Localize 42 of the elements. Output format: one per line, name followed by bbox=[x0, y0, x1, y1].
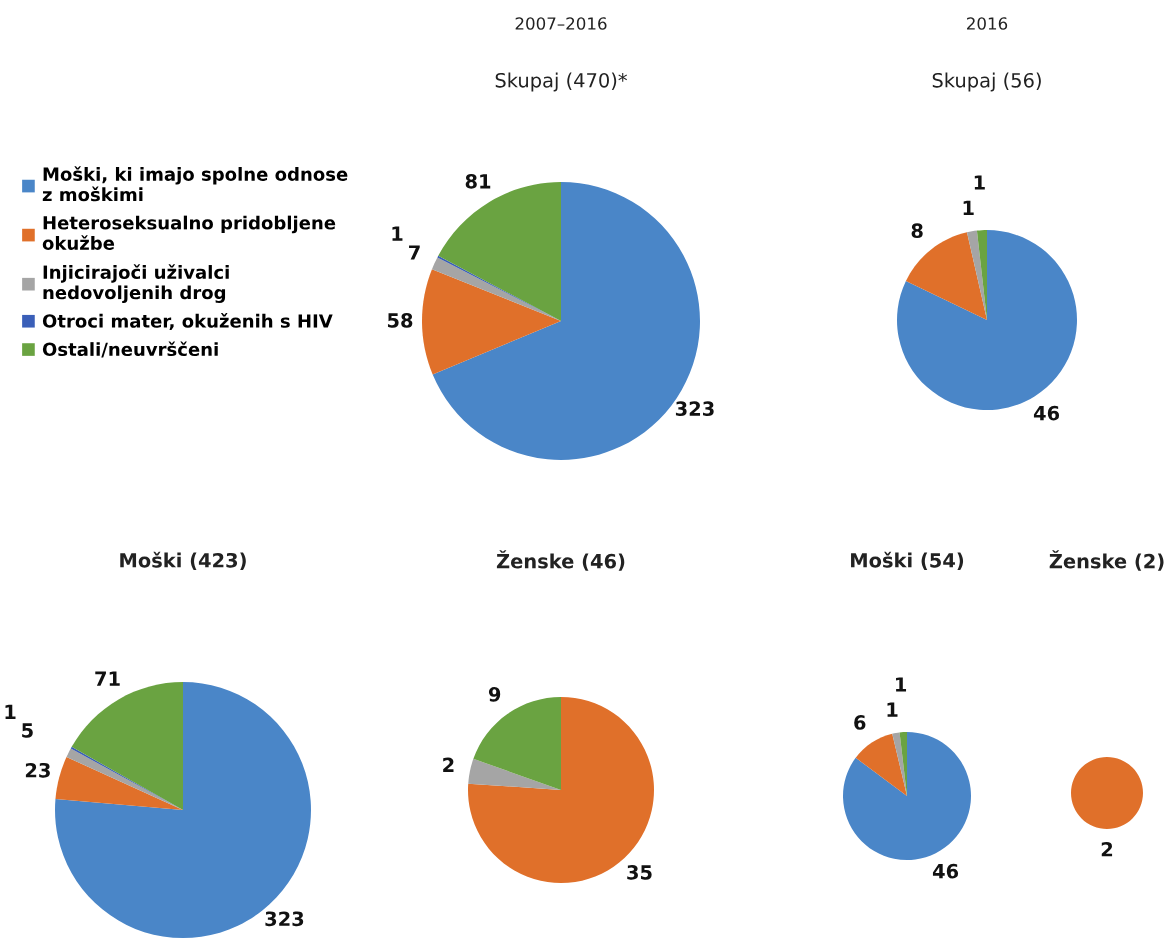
legend-label: Injicirajoči uživalci nedovoljenih drog bbox=[43, 264, 229, 303]
pie-slice bbox=[468, 758, 561, 790]
legend-label: Heteroseksualno pridobljene okužbe bbox=[42, 215, 336, 250]
data-label: 1 bbox=[5, 704, 16, 719]
chart-title: Skupaj (56) bbox=[932, 72, 1041, 92]
data-label: 323 bbox=[265, 911, 304, 927]
chart-title: Moški (423) bbox=[120, 551, 246, 570]
data-label: 46 bbox=[932, 863, 959, 879]
legend-label: Otroci mater, okuženih s HIV bbox=[42, 313, 333, 331]
data-label: 46 bbox=[1033, 405, 1060, 421]
pie-slice bbox=[966, 230, 987, 320]
data-label: 71 bbox=[95, 671, 120, 686]
chart-title: Ženske (2) bbox=[1049, 550, 1164, 571]
chart-title: Moški (54) bbox=[851, 551, 964, 570]
pie-slice bbox=[55, 756, 183, 810]
data-label: 81 bbox=[465, 173, 491, 189]
data-label: 1 bbox=[963, 200, 974, 215]
pie-slice bbox=[855, 733, 907, 796]
chart-title: Ženske (46) bbox=[496, 550, 625, 571]
pie-slice bbox=[843, 732, 971, 860]
data-label: 8 bbox=[911, 223, 923, 239]
legend-label: Moški, ki imajo spolne odnose z moškimi bbox=[42, 166, 348, 202]
chart-subtitle: 2016 bbox=[967, 17, 1008, 30]
pie-slice bbox=[892, 732, 907, 796]
data-label: 323 bbox=[675, 401, 714, 416]
data-label: 1 bbox=[896, 677, 907, 692]
data-label: 7 bbox=[409, 245, 420, 260]
data-label: 5 bbox=[22, 723, 33, 738]
data-label: 9 bbox=[488, 687, 501, 702]
data-label: 58 bbox=[387, 313, 413, 328]
data-label: 1 bbox=[974, 175, 985, 190]
data-label: 2 bbox=[1101, 841, 1113, 857]
chart-subtitle: 2007–2016 bbox=[515, 17, 607, 30]
data-label: 1 bbox=[887, 702, 898, 717]
data-label: 1 bbox=[392, 226, 403, 241]
data-label: 23 bbox=[25, 762, 50, 778]
pie-slice bbox=[422, 269, 561, 375]
data-label: 2 bbox=[443, 757, 454, 772]
legend-label: Ostali/neuvrščeni bbox=[42, 341, 218, 358]
chart-title: Skupaj (470)* bbox=[495, 72, 627, 92]
data-label: 6 bbox=[854, 715, 866, 730]
data-label: 35 bbox=[627, 864, 652, 880]
